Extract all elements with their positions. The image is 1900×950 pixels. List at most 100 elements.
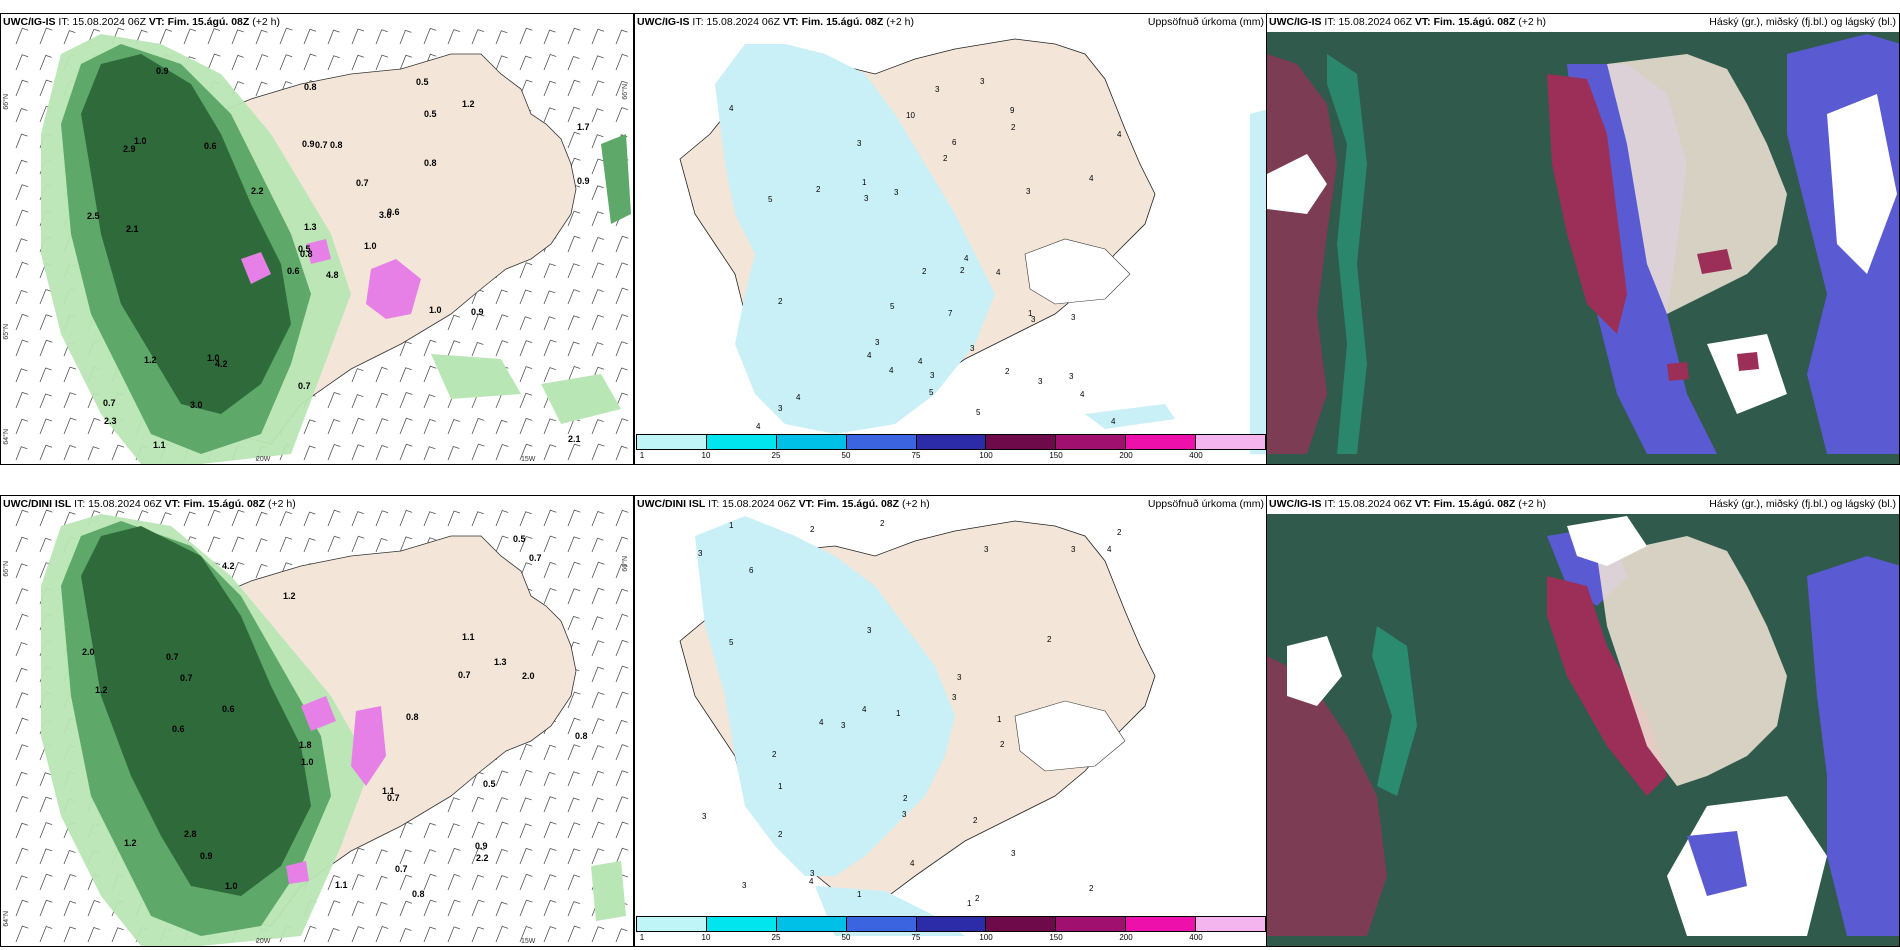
wind-barb — [39, 54, 52, 71]
wind-barb — [519, 392, 533, 409]
wind-barb — [543, 771, 556, 787]
precip-green-east-3 — [431, 354, 521, 399]
wind-barb — [327, 900, 341, 917]
wind-barb — [495, 535, 509, 553]
map-value-label: 4.2 — [222, 561, 235, 571]
map-value-label: 0.9 — [156, 66, 169, 76]
map-value-label: 3 — [894, 188, 899, 197]
wind-barb — [231, 562, 245, 579]
wind-barb — [423, 822, 437, 839]
wind-barb — [471, 313, 485, 331]
wind-barb — [255, 563, 268, 579]
lat-label-66-right: 66°N — [622, 556, 629, 572]
wind-barb — [15, 27, 29, 45]
wind-barb — [351, 54, 365, 71]
wind-barb — [423, 873, 437, 891]
precip-magenta-3 — [306, 239, 331, 264]
wind-barb — [15, 418, 29, 435]
wind-barb — [591, 80, 605, 97]
precip-magenta-1 — [366, 259, 421, 319]
map-value-label: 3 — [1069, 372, 1074, 381]
panel-title-right: Uppsöfnuð úrkoma (mm) — [1147, 16, 1264, 28]
wind-barb — [255, 511, 268, 527]
wind-barb — [543, 535, 557, 553]
wind-barb — [519, 417, 533, 435]
wind-barb — [543, 29, 556, 45]
panel-title-right: Uppsöfnuð úrkoma (mm) — [1147, 498, 1264, 510]
valid-time: VT: Fim. 15.ágú. 08Z — [782, 16, 884, 28]
valid-time: VT: Fim. 15.ágú. 08Z — [1414, 16, 1516, 28]
map-value-label: 0.7 — [458, 670, 471, 680]
wind-barb — [591, 28, 605, 45]
wind-barb — [567, 536, 581, 553]
map-value-label: 0.6 — [204, 141, 217, 151]
wind-barb — [351, 511, 364, 527]
wind-barb — [423, 899, 437, 917]
wind-barb — [567, 615, 580, 631]
wind-barb — [495, 289, 508, 305]
map-value-label: 0.8 — [304, 82, 317, 92]
wind-barb — [567, 443, 581, 461]
panel-title-right: Háský (gr.), miðský (fj.bl.) og lágský (… — [1709, 498, 1896, 510]
wind-barb — [519, 873, 533, 891]
lon-label-15w: 15W — [521, 456, 536, 463]
map-value-label: 1.0 — [364, 241, 377, 251]
map-value-label: 0.8 — [330, 140, 343, 150]
wind-barb — [399, 29, 412, 45]
wind-barb — [615, 314, 629, 331]
map-value-label: 1.8 — [299, 740, 312, 750]
colorbar-swatch — [986, 435, 1057, 449]
value-labels: 0.8 4.2 2.8 0.7 1.3 0.7 0.8 0.6 1.0 0.9 1.2 2.0 1.8 1… — [82, 534, 588, 899]
wind-barb — [471, 342, 484, 357]
wind-barb — [399, 54, 413, 71]
wind-barb — [399, 392, 413, 409]
map-value-label: 7 — [948, 309, 953, 318]
wind-barb — [39, 509, 53, 527]
wind-barb — [567, 106, 581, 123]
wind-barb — [351, 874, 365, 891]
init-time: IT: 15.08.2024 06Z — [58, 16, 146, 28]
panel-header: UWC/DINI ISL IT: 15.08.2024 06Z VT: Fim.… — [3, 498, 296, 510]
wind-barb — [399, 849, 412, 865]
value-labels: 4.82.90.80.73.04.20.50.80.51.00.92.12.11… — [87, 66, 590, 450]
map-value-label: 2.1 — [126, 224, 139, 234]
map-value-label: 4 — [796, 393, 801, 402]
wind-barb — [423, 511, 436, 527]
init-time: IT: 15.08.2024 06Z — [1324, 16, 1412, 28]
map-value-label: 9 — [1010, 106, 1015, 115]
map-value-label: 3 — [864, 194, 869, 203]
colorbar-swatch — [1196, 435, 1266, 449]
wind-barb — [207, 509, 221, 527]
wind-barb — [567, 691, 581, 709]
red-cloud-west — [1267, 656, 1387, 936]
wind-barb — [423, 394, 436, 409]
panel-top-mid-accumulated-precip: UWC/IG-IS IT: 15.08.2024 06Z VT: Fim. 15… — [634, 13, 1268, 465]
map-value-label: 0.5 — [298, 244, 311, 254]
wind-barb — [543, 588, 557, 605]
precip-magenta-3 — [286, 861, 309, 884]
map-value-label: 4 — [756, 422, 761, 431]
map-value-label: 1.0 — [207, 353, 220, 363]
wind-barb — [615, 107, 628, 123]
wind-barb — [87, 900, 101, 917]
map-value-label: 0.5 — [483, 779, 496, 789]
red-cloud-west — [1267, 54, 1337, 454]
precip-green-east — [591, 861, 626, 921]
map-value-label: 0.7 — [298, 381, 311, 391]
wind-barb — [519, 926, 533, 943]
wind-barb — [15, 133, 28, 149]
wind-barb — [567, 874, 581, 891]
white-clear-east — [1667, 796, 1827, 936]
model-name: UWC/IG-IS — [1269, 16, 1322, 28]
init-time: IT: 15.08.2024 06Z — [708, 498, 796, 510]
wind-barb — [63, 926, 77, 943]
init-time: IT: 15.08.2024 06Z — [692, 16, 780, 28]
map-value-label: 5 — [729, 638, 734, 647]
map-value-label: 0.7 — [387, 793, 400, 803]
wind-barb — [567, 263, 580, 279]
wind-barb — [351, 28, 365, 45]
map-value-label: 3 — [902, 810, 907, 819]
wind-barb — [591, 616, 604, 631]
wind-barb — [615, 639, 629, 657]
map-value-label: 5 — [890, 302, 895, 311]
